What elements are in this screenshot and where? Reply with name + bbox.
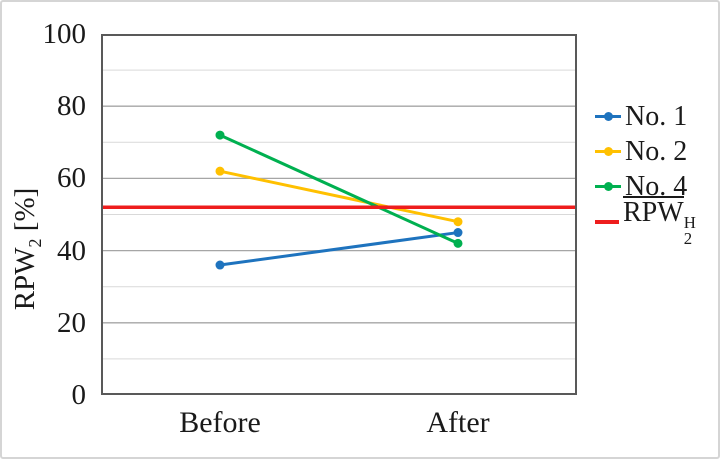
y-tick-label: 0 <box>71 379 87 411</box>
data-point <box>215 166 225 176</box>
legend-marker-line-dot-icon <box>595 110 621 124</box>
data-point <box>453 217 463 227</box>
legend-label-superscript: H <box>683 213 696 233</box>
data-point <box>215 130 225 140</box>
legend-marker-line-dot-icon <box>595 145 621 159</box>
series-line-no-1 <box>219 231 459 267</box>
y-tick-label: 60 <box>57 162 86 195</box>
legend-label: No. 1 <box>625 100 688 132</box>
legend-label: RPW H 2 <box>623 195 696 249</box>
legend-marker-dot <box>603 182 613 191</box>
data-point <box>453 228 463 238</box>
series-line-no-4 <box>219 133 459 245</box>
legend-marker-line-icon <box>595 215 619 229</box>
legend-marker-line <box>595 219 619 224</box>
data-point <box>215 260 225 270</box>
legend-item-rpw-mean: RPW H 2 <box>595 195 696 247</box>
plot-area <box>101 34 577 395</box>
y-tick-label: 20 <box>57 306 86 339</box>
legend-label-subscript: 2 <box>683 229 693 249</box>
legend-label-overlined-base: RPW <box>623 195 684 228</box>
legend-marker-dot <box>603 112 613 121</box>
legend: No. 1 No. 2 No. 4 RPW H 2 <box>595 99 696 247</box>
y-tick-label: 40 <box>57 234 86 267</box>
data-point <box>453 238 463 248</box>
legend-label: No. 2 <box>625 135 688 167</box>
plot-border <box>101 34 577 395</box>
y-tick-label: 80 <box>57 90 86 123</box>
series-line-no-2 <box>219 169 459 224</box>
y-tick-label: 100 <box>42 18 87 50</box>
legend-marker-dot <box>603 147 613 156</box>
legend-item-no-1: No. 1 <box>595 99 696 134</box>
x-category-label: Before <box>179 406 261 439</box>
legend-item-no-2: No. 2 <box>595 134 696 169</box>
x-category-label: After <box>426 406 490 439</box>
legend-marker-line-dot-icon <box>595 180 621 194</box>
